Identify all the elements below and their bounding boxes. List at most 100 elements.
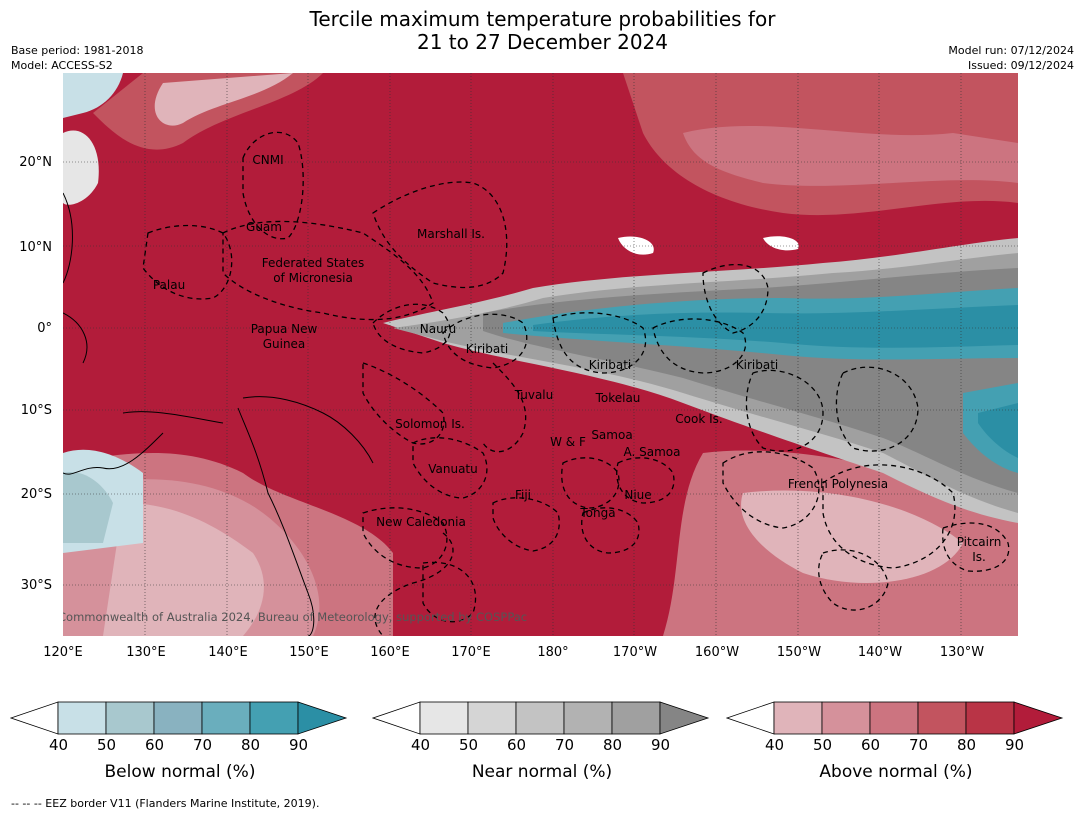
below-area	[63, 73, 123, 118]
base-period-text: Base period: 1981-2018	[11, 44, 144, 57]
colorbar-segment	[563, 701, 613, 735]
meta-right: Model run: 07/12/2024 Issued: 09/12/2024	[948, 43, 1074, 73]
cb-tick: 50	[97, 736, 117, 754]
region-label: Fiji	[515, 488, 531, 502]
below-area	[63, 472, 113, 543]
colorbar-left-extension	[726, 701, 775, 735]
eez-footer-note: -- -- -- EEZ border V11 (Flanders Marine…	[11, 797, 320, 810]
land-white	[63, 130, 99, 205]
region-label: Kiribati	[736, 358, 778, 372]
region-label: Kiribati	[589, 358, 631, 372]
cb-tick: 70	[193, 736, 213, 754]
lat-label-20s: 20°S	[20, 487, 52, 502]
white-patch	[618, 236, 654, 255]
colorbar-segment	[105, 701, 155, 735]
cb-tick: 40	[765, 736, 785, 754]
map-title-line1: Tercile maximum temperature probabilitie…	[309, 7, 776, 31]
issued-text: Issued: 09/12/2024	[967, 59, 1074, 72]
colorbar-above	[726, 701, 1064, 735]
colorbar-segment	[917, 701, 967, 735]
region-label: of Micronesia	[273, 271, 353, 285]
region-label: Is.	[972, 550, 986, 564]
region-label: Tonga	[579, 506, 615, 520]
below-normal-core	[978, 403, 1018, 458]
region-label: CNMI	[252, 153, 283, 167]
region-label: Tokelau	[595, 391, 641, 405]
lon-label-140e: 140°E	[208, 645, 248, 660]
cb-tick: 50	[459, 736, 479, 754]
colorbar-right-extension	[297, 701, 348, 735]
colorbar-right-extension	[659, 701, 710, 735]
lon-label-170e: 170°E	[451, 645, 491, 660]
probability-map[interactable]: CNMI Guam Marshall Is. Palau Federated S…	[63, 73, 1018, 636]
shade-area	[741, 490, 963, 583]
above-normal-title: Above normal (%)	[819, 762, 973, 782]
region-label: W & F	[550, 435, 586, 449]
region-label: Kiribati	[466, 342, 508, 356]
shade-area	[154, 73, 293, 126]
below-normal-core	[533, 305, 1018, 348]
lat-label-20n: 20°N	[19, 155, 52, 170]
lon-label-160w: 160°W	[694, 645, 740, 660]
colorbar-segments	[10, 701, 348, 735]
region-label: Pitcairn	[957, 535, 1002, 549]
lon-label-130w: 130°W	[939, 645, 985, 660]
region-label: Tuvalu	[514, 388, 554, 402]
lat-label-10n: 10°N	[19, 240, 52, 255]
below-normal-title: Below normal (%)	[104, 762, 256, 782]
lat-label-10s: 10°S	[20, 403, 52, 418]
cb-tick: 60	[861, 736, 881, 754]
colorbar-segment	[611, 701, 661, 735]
colorbar-segment	[515, 701, 565, 735]
graticule	[63, 73, 1018, 636]
shade-area	[103, 503, 264, 636]
region-label: Marshall Is.	[417, 227, 485, 241]
colorbar-segment	[249, 701, 299, 735]
copyright-text: © Commonwealth of Australia 2024, Bureau…	[63, 610, 527, 624]
region-label: Palau	[153, 278, 185, 292]
region-label: Guam	[246, 220, 282, 234]
colorbar-left-extension	[10, 701, 59, 735]
lon-label-120e: 120°E	[43, 645, 83, 660]
lon-label-140w: 140°W	[857, 645, 903, 660]
colorbar-segment	[153, 701, 203, 735]
cb-tick: 70	[555, 736, 575, 754]
cb-tick: 40	[411, 736, 431, 754]
lat-label-0: 0°	[37, 321, 52, 336]
lon-label-180: 180°	[537, 645, 569, 660]
region-label: Solomon Is.	[395, 417, 465, 431]
cb-tick: 80	[603, 736, 623, 754]
shade-area	[683, 125, 1018, 186]
region-label: Guinea	[263, 337, 306, 351]
cb-tick: 90	[289, 736, 309, 754]
meta-left: Base period: 1981-2018 Model: ACCESS-S2	[11, 43, 143, 73]
cb-tick: 70	[909, 736, 929, 754]
cb-tick: 80	[241, 736, 261, 754]
model-text: Model: ACCESS-S2	[11, 59, 113, 72]
cb-tick: 90	[651, 736, 671, 754]
region-label: French Polynesia	[788, 477, 888, 491]
colorbar-left-extension	[372, 701, 421, 735]
eez-borders	[142, 131, 1010, 636]
colorbar-segment	[869, 701, 919, 735]
colorbar-segments	[726, 701, 1064, 735]
region-label: Vanuatu	[428, 462, 478, 476]
colorbar-below	[10, 701, 348, 735]
region-label: A. Samoa	[624, 445, 681, 459]
colorbar-segment	[773, 701, 823, 735]
region-label: Nauru	[420, 322, 456, 336]
model-run-text: Model run: 07/12/2024	[948, 44, 1074, 57]
lon-label-130e: 130°E	[126, 645, 166, 660]
colorbar-right-extension	[1013, 701, 1064, 735]
coastlines	[63, 192, 374, 636]
lon-label-160e: 160°E	[370, 645, 410, 660]
lat-label-30s: 30°S	[20, 578, 52, 593]
region-label: New Caledonia	[376, 515, 466, 529]
lon-label-150w: 150°W	[776, 645, 822, 660]
region-label: Papua New	[251, 322, 318, 336]
map-title-line2: 21 to 27 December 2024	[416, 30, 668, 54]
cb-tick: 50	[813, 736, 833, 754]
colorbar-segment	[57, 701, 107, 735]
near-normal-title: Near normal (%)	[471, 762, 613, 782]
colorbar-segment	[467, 701, 517, 735]
